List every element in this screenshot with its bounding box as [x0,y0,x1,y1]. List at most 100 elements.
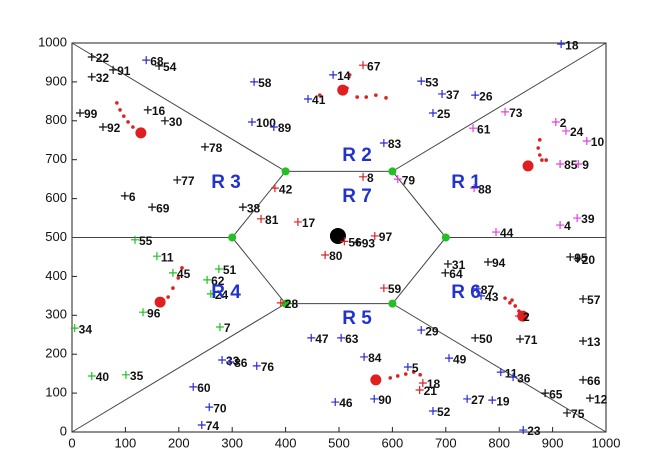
point-label: 56 [348,236,362,250]
point-label: 14 [337,69,351,83]
point-label: 79 [402,173,416,187]
plus-marker [257,214,266,223]
point-label: 25 [437,107,451,121]
hexagon-vertex [228,233,237,242]
plus-marker [443,259,452,268]
plus-marker [76,109,85,118]
y-tick-label: 700 [45,151,67,166]
plus-marker [329,70,338,79]
plus-marker [168,268,177,277]
partition-ray [392,42,607,172]
point-label: 60 [197,381,211,395]
point-label: 20 [582,253,596,267]
point-label: 87 [481,283,495,297]
point-label: 7 [224,321,231,335]
trail-dot [395,374,400,378]
hexagon-vertex [281,167,290,176]
plus-marker [360,352,369,361]
plus-marker [252,361,261,370]
plus-marker [247,117,256,126]
x-tick-label: 1000 [592,435,621,450]
plus-marker [573,214,582,223]
plus-marker [557,40,566,49]
trail-dot [540,158,544,162]
trail-dot [176,276,181,280]
point-label: 78 [209,141,223,155]
plus-marker [250,77,259,86]
point-label: 17 [302,216,316,230]
point-label: 96 [147,306,161,320]
plus-marker [206,289,215,298]
plus-marker [541,389,550,398]
trail-dot [121,114,126,118]
point-label: 51 [223,263,237,277]
x-tick-label: 900 [542,435,564,450]
plus-marker [418,378,427,387]
plus-marker [238,203,247,212]
point-label: 30 [169,115,183,129]
big-dot [522,160,534,172]
plus-marker [155,61,164,70]
x-tick-label: 400 [275,435,297,450]
plus-marker [477,291,486,300]
point-label: 13 [587,335,601,349]
point-label: 88 [478,182,492,196]
point-label: 2 [560,116,567,130]
plus-marker [563,408,572,417]
point-label: 71 [524,333,538,347]
plus-marker [488,396,497,405]
point-label: 2 [523,310,530,324]
point-label: 74 [206,419,220,433]
point-label: 63 [345,332,359,346]
plus-marker [307,333,316,342]
point-label: 53 [425,75,439,89]
y-tick-label: 900 [45,73,67,88]
region-label: R 3 [211,172,241,193]
plus-marker [304,95,313,104]
point-label: 85 [564,158,578,172]
plus-marker [573,254,582,263]
plus-marker [214,265,223,274]
plus-marker [574,159,583,168]
hexagon-vertex [388,299,397,308]
point-label: 28 [285,297,299,311]
plus-marker [393,175,402,184]
point-label: 38 [247,201,261,215]
hexagon-edge [231,237,286,304]
point-label: 22 [96,51,110,65]
plus-marker [501,107,510,116]
plus-marker [270,184,279,193]
trail-dot [115,101,119,105]
point-label: 37 [446,88,460,102]
big-dot [329,227,346,244]
plus-marker [200,142,209,151]
plus-marker [428,109,437,118]
plus-marker [218,356,227,365]
point-label: 23 [527,424,541,438]
point-label: 89 [278,121,292,135]
plus-marker [370,231,379,240]
trail-dot [317,93,322,97]
point-label: 84 [368,351,382,365]
trail-dot [384,96,388,100]
point-label: 75 [571,407,585,421]
plus-marker [109,65,118,74]
point-label: 39 [581,212,595,226]
point-label: 18 [427,377,441,391]
point-label: 41 [312,93,326,107]
plus-marker [148,203,157,212]
point-label: 27 [471,393,485,407]
point-label: 90 [378,393,392,407]
plus-marker [496,368,505,377]
point-label: 52 [437,405,451,419]
point-label: 4 [564,219,571,233]
point-label: 62 [211,274,225,288]
y-tick-label: 400 [45,268,67,283]
point-label: 43 [485,290,499,304]
point-label: 77 [181,174,195,188]
point-label: 64 [449,267,463,281]
plus-marker [359,61,368,70]
point-label: 91 [117,64,131,78]
point-label: 10 [591,135,605,149]
point-label: 35 [130,369,144,383]
